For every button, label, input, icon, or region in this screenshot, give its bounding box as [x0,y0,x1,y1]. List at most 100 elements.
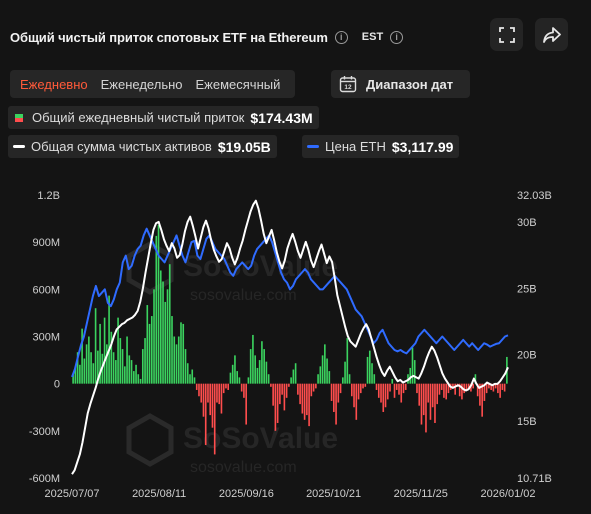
inflow-bar [133,371,135,384]
legend-daily-inflow[interactable]: Общий ежедневный чистый приток $174.43M [8,106,319,129]
inflow-bar [279,383,281,405]
inflow-bar [324,344,326,384]
inflow-bar [310,383,313,397]
inflow-bar [135,364,137,384]
legend-daily-inflow-label: Общий ежедневный чистый приток [32,110,245,125]
inflow-bar [204,383,207,445]
inflow-bar [168,264,171,384]
inflow-bar [155,235,158,384]
share-button[interactable] [535,18,568,51]
inflow-bar [420,383,423,425]
watermark-logo-icon [126,413,174,467]
x-axis-tick: 2026/01/02 [480,488,535,500]
inflow-bar [492,383,495,392]
tab-weekly[interactable]: Еженедельно [100,76,183,92]
inflow-bar [180,322,182,384]
inflow-bar [126,336,128,384]
watermark: SoSoValue sosovalue.com SoSoValue sosovalue… [126,241,338,476]
date-range-button[interactable]: 12 Диапазон дат [331,70,470,98]
tab-daily[interactable]: Ежедневно [20,76,88,92]
inflow-bar [247,377,250,384]
inflow-bar [427,383,430,403]
inflow-bar [472,383,474,389]
inflow-bar [333,383,335,412]
inflow-bar [294,363,297,384]
inflow-bar [342,377,344,384]
daily-inflow-bars [72,224,508,455]
inflow-bar [252,334,254,384]
inflow-bar [166,289,169,384]
legend-eth-price[interactable]: Цена ETH $3,117.99 [302,135,460,158]
inflow-bar [299,383,301,405]
inflow-bar [177,336,180,384]
x-axis-tick: 2025/07/07 [44,488,99,500]
inflow-bar [413,360,416,384]
inflow-bar [144,338,146,384]
header: Общий чистый приток спотовых ETF на Ethe… [10,24,581,50]
legend-eth-price-label: Цена ETH [325,139,386,154]
inflow-bar [312,383,315,392]
inflow-bar [283,383,286,411]
inflow-bar [389,383,391,392]
inflow-bar [139,378,142,384]
inflow-bar [83,358,86,384]
inflow-bar [171,316,173,384]
inflow-bar [411,347,414,384]
inflow-bar [398,383,400,395]
fullscreen-button[interactable] [490,18,523,51]
eth-price-line-icon [307,145,319,148]
inflow-bar [416,383,418,394]
inflow-bar [150,316,153,384]
inflow-bar [245,383,247,425]
inflow-bar [317,374,319,384]
inflow-bar [85,344,88,384]
inflow-bar [348,374,351,384]
inflow-bar [184,349,187,384]
inflow-bar [328,371,331,384]
x-axis-tick: 2025/11/25 [394,488,448,500]
inflow-bar [220,383,223,414]
timezone-info-icon[interactable]: i [390,30,404,44]
inflow-bar [72,374,74,384]
inflow-bar [274,383,277,431]
inflow-bar [366,356,369,384]
inflow-bar [344,361,346,384]
inflow-bar [164,301,167,384]
inflow-bar [290,377,292,384]
tab-monthly[interactable]: Ежемесячный [195,76,281,92]
inflow-bar [400,383,403,403]
inflow-bar [261,341,263,384]
inflow-bar [308,383,310,427]
inflow-bar [216,383,218,403]
inflow-bar [303,383,306,420]
info-icon[interactable]: i [334,30,348,44]
inflow-bar [488,383,490,389]
inflow-bar [130,360,133,384]
inflow-bar [402,383,405,394]
left-axis-tick: -300M [29,426,60,438]
inflow-bar [90,352,92,384]
inflow-bar [438,383,441,395]
inflow-bar [339,383,342,394]
inflow-bar [182,323,185,384]
left-axis-tick: 0 [54,379,60,391]
inflow-bar [79,364,81,384]
x-axis: 2025/07/07 2025/08/11 2025/09/16 2025/10/21… [44,488,535,500]
inflow-bar [254,355,256,384]
inflow-bar [265,361,268,384]
inflow-bar [195,383,198,390]
inflow-bar [202,383,205,417]
inflow-bar [281,383,283,395]
inflow-bar [301,383,304,414]
inflow-bar [189,374,191,384]
inflow-bar [362,383,364,389]
inflow-bar [103,317,106,384]
inflow-bar [148,323,151,384]
inflow-bar [436,383,439,405]
x-axis-tick: 2025/10/21 [306,488,361,500]
legend-net-assets[interactable]: Общая сумма чистых активов $19.05B [8,135,277,158]
right-axis-tick: 20B [517,350,537,362]
inflow-bar [321,355,324,384]
left-axis-tick: 900M [32,237,60,249]
